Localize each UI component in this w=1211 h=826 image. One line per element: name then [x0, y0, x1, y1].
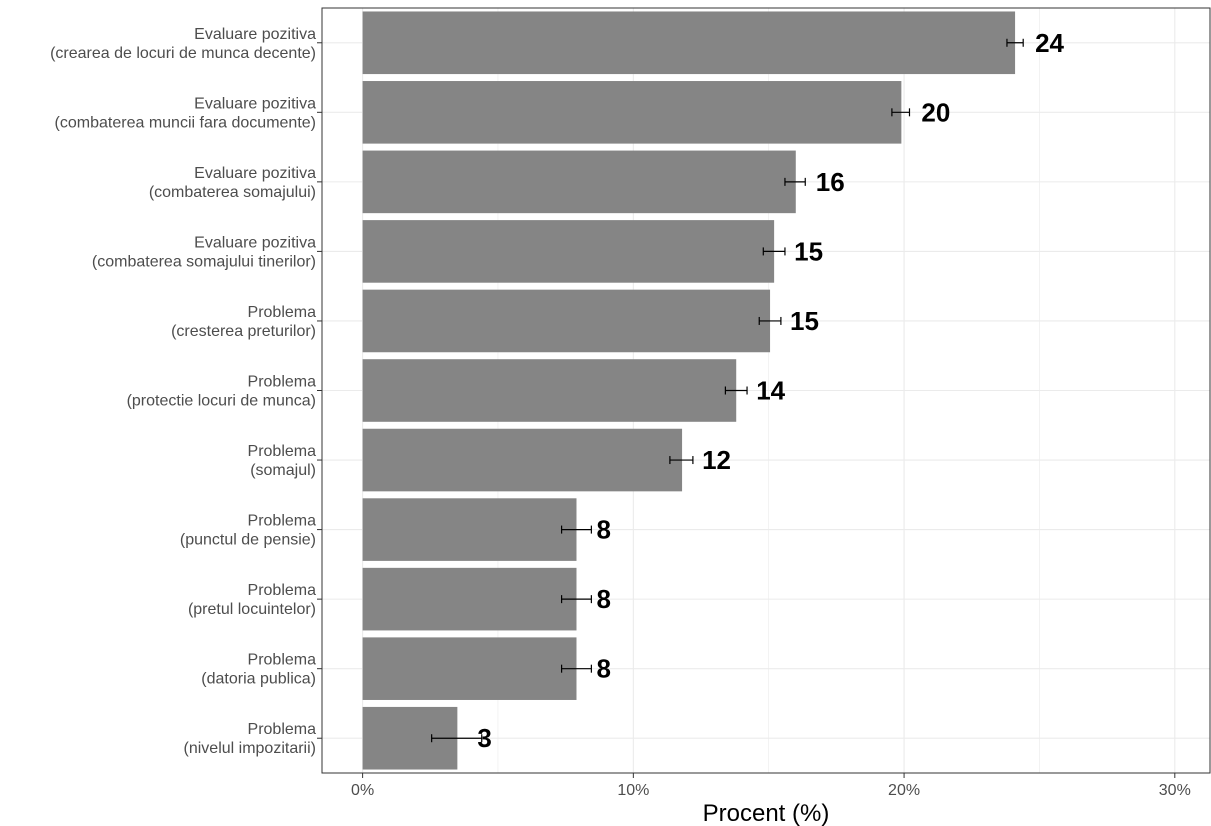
- x-tick-label: 10%: [617, 782, 649, 799]
- data-label: 15: [790, 306, 819, 336]
- category-axis: Evaluare pozitiva (crearea de locuri de m…: [50, 26, 322, 757]
- data-labels: 24 20 16 15 15 14 12 8 8 8 3: [477, 28, 1064, 753]
- error-bar: [724, 386, 748, 395]
- data-label: 16: [816, 167, 845, 197]
- data-label: 20: [921, 97, 950, 127]
- data-label: 8: [596, 654, 610, 684]
- error-bar: [669, 456, 694, 465]
- y-tick-label: Problema (nivelul impozitarii): [184, 721, 317, 757]
- error-bar: [758, 316, 782, 325]
- error-bars: [431, 38, 1024, 743]
- x-tick-label: 20%: [888, 782, 920, 799]
- error-bar: [560, 664, 592, 673]
- data-label: 8: [596, 515, 610, 545]
- error-bar: [431, 734, 483, 743]
- x-tick-label: 0%: [351, 782, 374, 799]
- data-label: 24: [1035, 28, 1064, 58]
- bar: [362, 11, 1016, 75]
- y-tick-label: Problema (protectie locuri de munca): [127, 374, 317, 410]
- y-tick-label: Evaluare pozitiva (crearea de locuri de m…: [50, 26, 316, 62]
- y-tick-label: Problema (datoria publica): [201, 652, 316, 688]
- value-axis: 0% 10% 20% 30%: [351, 773, 1191, 799]
- data-label: 14: [756, 376, 785, 406]
- data-label: 8: [596, 584, 610, 614]
- bars: [362, 11, 1016, 770]
- error-bar: [560, 595, 592, 604]
- y-tick-label: Evaluare pozitiva (combaterea somajului): [149, 165, 316, 201]
- error-bar: [891, 108, 911, 117]
- bar: [362, 567, 577, 631]
- bar: [362, 637, 577, 700]
- y-tick-label: Evaluare pozitiva (combaterea somajului t…: [92, 234, 316, 270]
- y-tick-label: Problema (cresterea preturilor): [171, 304, 316, 340]
- error-bar: [784, 177, 806, 186]
- y-tick-label: Problema (punctul de pensie): [180, 513, 316, 549]
- error-bar: [1006, 38, 1024, 47]
- bar: [362, 150, 796, 214]
- x-tick-label: 30%: [1159, 782, 1191, 799]
- x-axis-title: Procent (%): [703, 800, 830, 826]
- bar: [362, 428, 683, 492]
- bar: [362, 220, 775, 283]
- bar: [362, 289, 771, 353]
- bar: [362, 81, 902, 144]
- data-label: 12: [702, 445, 731, 475]
- error-bar: [762, 247, 786, 256]
- error-bar: [560, 525, 592, 534]
- bar: [362, 498, 577, 561]
- data-label: 15: [794, 236, 823, 266]
- y-tick-label: Problema (somajul): [248, 443, 317, 479]
- y-tick-label: Problema (pretul locuintelor): [188, 582, 316, 618]
- data-label: 3: [477, 723, 491, 753]
- y-tick-label: Evaluare pozitiva (combaterea muncii fara…: [55, 95, 317, 131]
- bar: [362, 359, 737, 422]
